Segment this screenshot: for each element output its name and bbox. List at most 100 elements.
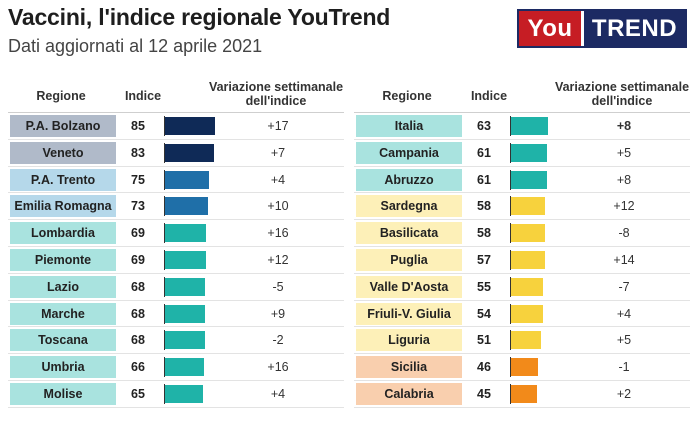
header-variation: Variazione settimanale dell'indice <box>554 80 690 108</box>
index-value: 69 <box>131 226 145 241</box>
index-bar <box>165 277 205 296</box>
table-row: Veneto 83 +7 <box>8 140 344 167</box>
index-value: 68 <box>131 306 145 321</box>
table-row: Liguria 51 +5 <box>354 327 690 355</box>
index-value: 57 <box>477 252 491 267</box>
region-label: Umbria <box>10 356 116 379</box>
region-label: Puglia <box>356 248 462 271</box>
index-value: 45 <box>477 386 491 401</box>
index-value: 68 <box>131 333 145 348</box>
index-bar <box>511 170 547 189</box>
region-label: P.A. Trento <box>10 168 116 191</box>
index-bar <box>511 331 541 350</box>
table-row: Lazio 68 -5 <box>8 274 344 301</box>
variation-value: +8 <box>616 119 632 133</box>
table-row: Lombardia 69 +16 <box>8 220 344 247</box>
logo-part-you: You <box>527 14 573 42</box>
index-bar <box>511 143 547 162</box>
variation-value: +2 <box>616 386 632 401</box>
bar-axis-line <box>510 249 511 270</box>
region-label: Lombardia <box>10 222 116 245</box>
table-row: Puglia 57 +14 <box>354 247 690 274</box>
region-label: Italia <box>356 115 462 137</box>
region-label: Calabria <box>356 382 462 405</box>
index-value: 46 <box>477 360 491 375</box>
index-bar <box>511 224 546 243</box>
index-bar <box>511 358 539 377</box>
table-row: Calabria 45 +2 <box>354 381 690 408</box>
bar-axis-line <box>510 142 511 163</box>
index-bar <box>165 384 204 403</box>
variation-value: +12 <box>613 199 635 214</box>
region-label: Molise <box>10 382 116 405</box>
region-label: Lazio <box>10 275 116 298</box>
region-label: Veneto <box>10 141 116 164</box>
index-value: 69 <box>131 252 145 267</box>
bar-axis-line <box>164 276 165 297</box>
bar-axis-line <box>164 142 165 163</box>
variation-value: +8 <box>616 172 632 187</box>
bar-axis-line <box>164 249 165 270</box>
bar-axis-line <box>164 330 165 351</box>
variation-value: +4 <box>616 306 632 321</box>
variation-value: +14 <box>613 252 635 267</box>
table-row: Molise 65 +4 <box>8 381 344 408</box>
region-label: Liguria <box>356 329 462 352</box>
region-label: Sardegna <box>356 195 462 218</box>
variation-value: +5 <box>616 333 632 348</box>
index-value: 63 <box>477 119 491 133</box>
index-bar <box>165 250 206 269</box>
index-value: 66 <box>131 360 145 375</box>
bar-axis-line <box>164 196 165 217</box>
index-bar <box>511 197 546 216</box>
region-label: Valle D'Aosta <box>356 275 462 298</box>
table-row: P.A. Trento 75 +4 <box>8 167 344 194</box>
page-title: Vaccini, l'indice regionale YouTrend <box>8 4 391 30</box>
index-bar <box>165 304 205 323</box>
table-row: Italia 63 +8 <box>354 113 690 140</box>
page-subtitle: Dati aggiornati al 12 aprile 2021 <box>8 36 263 56</box>
bar-axis-line <box>164 303 165 324</box>
index-value: 54 <box>477 306 491 321</box>
region-label: Piemonte <box>10 248 116 271</box>
table-row: Toscana 68 -2 <box>8 327 344 355</box>
region-label: Abruzzo <box>356 168 462 191</box>
index-bar <box>165 170 210 189</box>
table-row: Basilicata 58 -8 <box>354 220 690 247</box>
variation-value: +16 <box>267 226 289 241</box>
index-bar <box>165 331 205 350</box>
index-value: 65 <box>131 386 145 401</box>
index-bar <box>511 250 545 269</box>
index-bar <box>511 117 549 135</box>
index-bar <box>165 197 208 216</box>
index-value: 58 <box>477 199 491 214</box>
variation-value: +9 <box>270 306 286 321</box>
bar-axis-line <box>510 303 511 324</box>
index-value: 73 <box>131 199 145 214</box>
table-row: Valle D'Aosta 55 -7 <box>354 274 690 301</box>
region-label: Basilicata <box>356 222 462 245</box>
bar-axis-line <box>510 169 511 190</box>
variation-value: -8 <box>618 226 630 241</box>
logo-part-trend: TREND <box>581 11 685 46</box>
header-region: Regione <box>36 89 86 103</box>
bar-axis-line <box>164 116 165 136</box>
table-row: Campania 61 +5 <box>354 140 690 167</box>
youtrend-logo: You TREND <box>517 9 687 48</box>
index-value: 83 <box>131 145 145 160</box>
variation-value: -7 <box>618 279 630 294</box>
variation-value: +4 <box>270 386 286 401</box>
table-row: Marche 68 +9 <box>8 301 344 328</box>
bar-axis-line <box>510 196 511 217</box>
bar-axis-line <box>164 223 165 244</box>
bar-axis-line <box>164 169 165 190</box>
variation-value: -1 <box>618 360 630 375</box>
region-label: Campania <box>356 141 462 164</box>
header-region: Regione <box>382 89 432 103</box>
bar-axis-line <box>510 357 511 378</box>
right-table-rows: Italia 63 +8 Campania 61 +5 Abruzzo 61 +8 Sardegn… <box>354 113 690 408</box>
region-label: Marche <box>10 302 116 325</box>
variation-value: +16 <box>267 360 289 375</box>
variation-value: +5 <box>616 145 632 160</box>
header-index: Indice <box>124 89 162 103</box>
